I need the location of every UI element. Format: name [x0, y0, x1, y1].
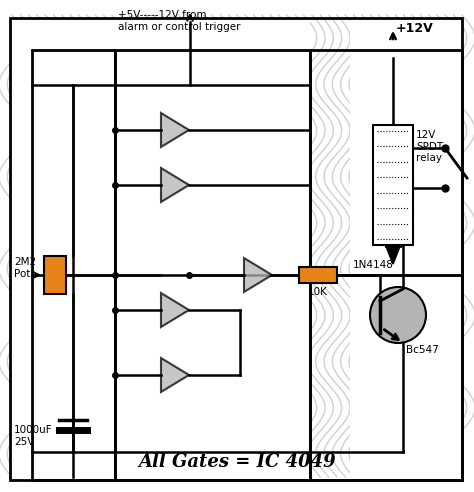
Bar	[115, 50, 310, 480]
Bar	[115, 18, 310, 480]
Text: +12V: +12V	[396, 22, 434, 35]
Polygon shape	[161, 168, 189, 202]
Bar	[10, 18, 115, 480]
Bar	[310, 50, 462, 480]
Text: 12V
SPDT
relay: 12V SPDT relay	[416, 130, 443, 163]
Bar	[44, 256, 66, 294]
Text: +5V-----12V from
alarm or control trigger: +5V-----12V from alarm or control trigge…	[118, 10, 240, 31]
Circle shape	[370, 287, 426, 343]
Text: 2M2
Pot: 2M2 Pot	[14, 257, 36, 278]
Bar	[350, 18, 462, 480]
Text: 10K: 10K	[308, 287, 328, 297]
Bar	[32, 50, 115, 480]
Text: Bc547: Bc547	[406, 345, 439, 355]
Polygon shape	[161, 358, 189, 392]
Text: 1000uF
25V: 1000uF 25V	[14, 425, 53, 447]
Polygon shape	[161, 293, 189, 327]
Bar	[299, 267, 337, 283]
Bar	[373, 125, 413, 245]
Polygon shape	[244, 258, 272, 292]
Polygon shape	[386, 246, 400, 264]
Text: All Gates = IC 4049: All Gates = IC 4049	[138, 453, 336, 471]
Polygon shape	[161, 113, 189, 147]
Text: 1N4148: 1N4148	[353, 260, 394, 270]
